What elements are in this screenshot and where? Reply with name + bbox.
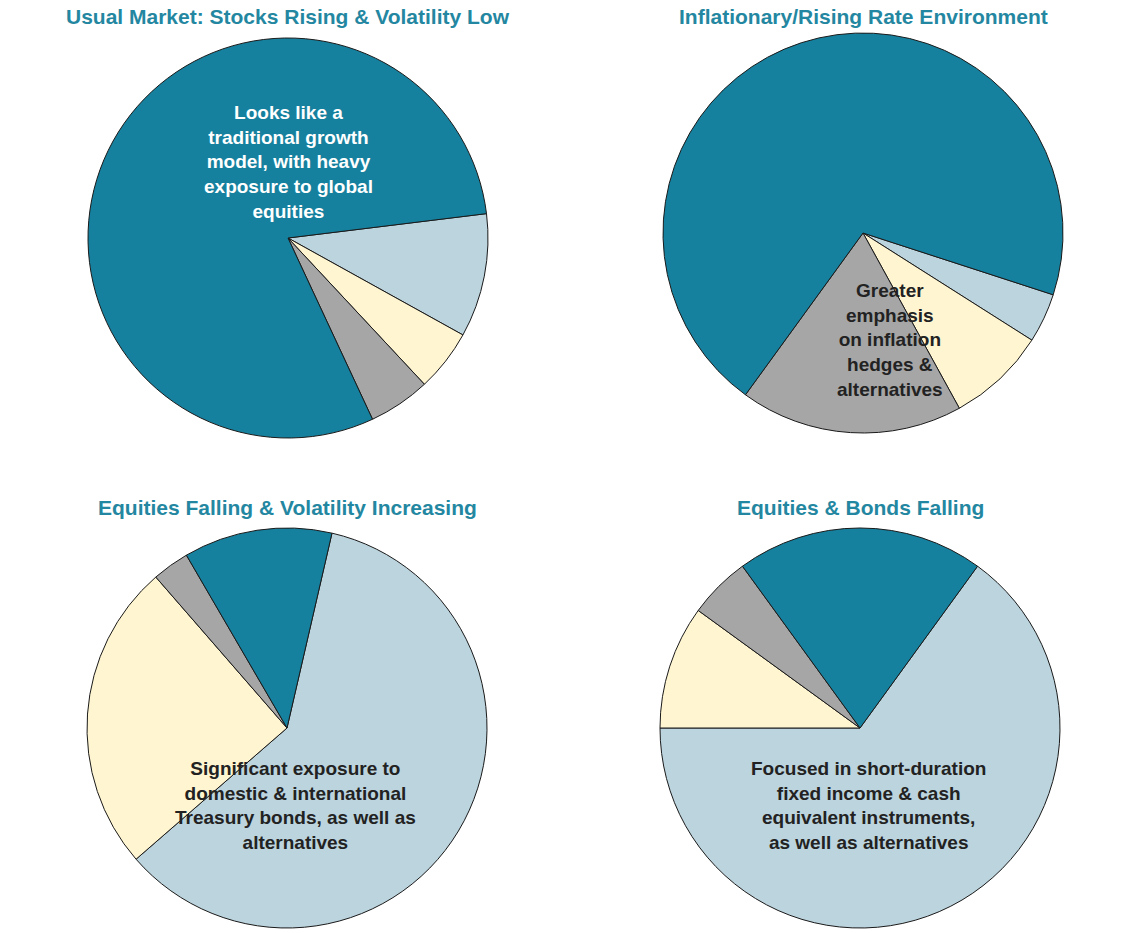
- svg-text:Usual Market: Stocks Rising &: Usual Market: Stocks Rising & Volatility…: [66, 5, 510, 28]
- svg-text:Significant exposure todomesti: Significant exposure todomestic & intern…: [175, 758, 416, 853]
- svg-text:Looks like atraditional growth: Looks like atraditional growthmodel, wit…: [204, 102, 373, 222]
- svg-text:Equities Falling & Volatility: Equities Falling & Volatility Increasing: [98, 496, 477, 519]
- svg-text:Inflationary/Rising Rate Envir: Inflationary/Rising Rate Environment: [679, 5, 1048, 28]
- svg-text:Equities & Bonds Falling: Equities & Bonds Falling: [737, 496, 984, 519]
- svg-text:Greateremphasison inflationhed: Greateremphasison inflationhedges &alter…: [837, 280, 943, 400]
- svg-text:Focused in short-durationfixed: Focused in short-durationfixed income & …: [751, 758, 986, 853]
